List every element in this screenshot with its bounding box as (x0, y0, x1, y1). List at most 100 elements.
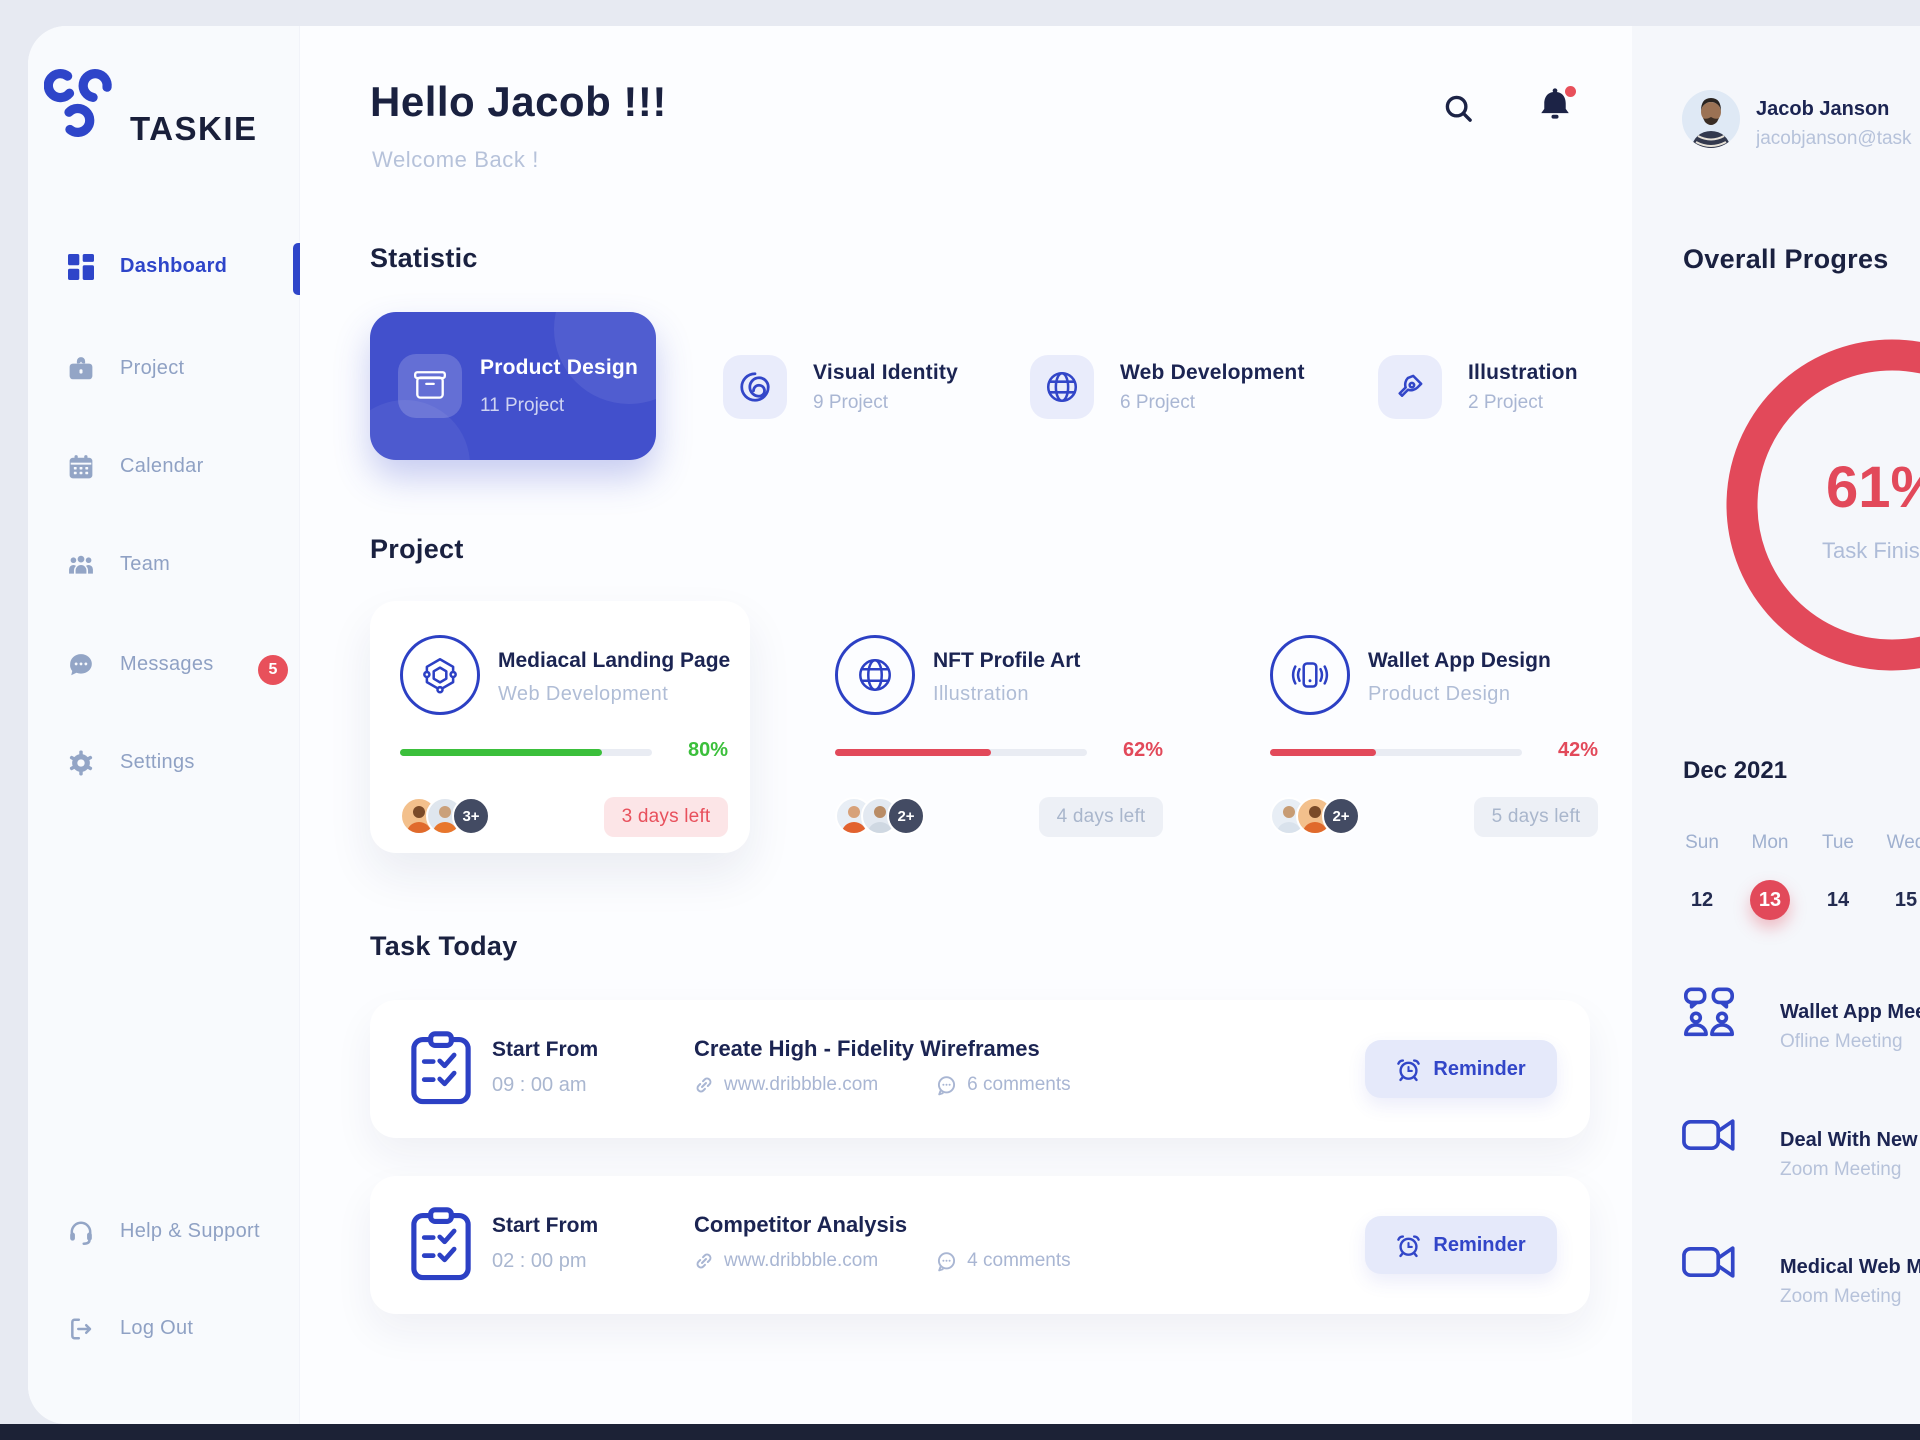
profile-name: Jacob Janson (1756, 98, 1890, 120)
calendar-date[interactable]: 12 (1690, 888, 1714, 911)
meeting-title: Deal With New (1780, 1129, 1918, 1151)
days-left-badge: 4 days left (1039, 797, 1163, 837)
member-avatars: 3+ (400, 797, 490, 835)
sidebar-item-label: Settings (120, 751, 195, 773)
progress-fill (1270, 749, 1376, 756)
right-panel (1632, 26, 1920, 1424)
calendar-date-selected[interactable]: 13 (1736, 878, 1804, 922)
avatar-extra-count: 2+ (1322, 797, 1360, 835)
stat-card-title: Web Development (1120, 360, 1305, 384)
project-category: Illustration (933, 683, 1029, 705)
meeting-subtitle: Zoom Meeting (1780, 1286, 1902, 1307)
progress-fill (835, 749, 992, 756)
task-comments[interactable]: 4 comments (967, 1250, 1071, 1271)
project-title: Mediacal Landing Page (498, 649, 731, 672)
package-icon (398, 354, 462, 418)
sidebar-item-team[interactable]: Team (28, 540, 300, 592)
task-link[interactable]: www.dribbble.com (724, 1250, 879, 1271)
sidebar-item-label: Dashboard (120, 255, 228, 277)
stat-card-count: 11 Project (480, 395, 565, 416)
meeting-title: Wallet App Mee (1780, 1001, 1920, 1023)
progress-track (835, 749, 1087, 756)
sidebar-item-messages[interactable]: Messages (28, 640, 300, 692)
calendar-date[interactable]: 15 (1894, 888, 1918, 911)
comment-icon (936, 1075, 957, 1096)
task-row[interactable]: Start From 02 : 00 pm Competitor Analysi… (370, 1176, 1590, 1314)
sidebar-item-help-support[interactable]: Help & Support (28, 1207, 300, 1259)
project-category: Product Design (1368, 683, 1511, 705)
project-card-nft-profile-art[interactable]: NFT Profile Art Illustration 62% 2+ 4 da… (805, 601, 1185, 853)
task-comments[interactable]: 6 comments (967, 1074, 1071, 1095)
progress-percent: 80% (687, 739, 728, 761)
stat-card-visual-identity[interactable]: Visual Identity 9 Project (723, 355, 958, 419)
sidebar-item-label: Help & Support (120, 1220, 260, 1242)
briefcase-icon (68, 356, 94, 382)
calendar-day-label: Tue (1821, 832, 1855, 853)
project-card-mediacal-landing-page[interactable]: Mediacal Landing Page Web Development 80… (370, 601, 750, 853)
video-camera-icon (1680, 1113, 1738, 1171)
meeting-item[interactable]: Deal With New Zoom Meeting (1680, 1107, 1920, 1180)
globe-icon (835, 635, 915, 715)
section-title-task-today: Task Today (370, 931, 518, 961)
alarm-icon (1396, 1233, 1421, 1258)
meeting-subtitle: Ofline Meeting (1780, 1031, 1903, 1052)
notification-dot (1565, 86, 1576, 97)
headset-icon (68, 1219, 94, 1245)
member-avatars: 2+ (1270, 797, 1360, 835)
meeting-item[interactable]: Medical Web M Zoom Meeting (1680, 1234, 1920, 1307)
window-bottom-edge (0, 1424, 1920, 1440)
task-row[interactable]: Start From 09 : 00 am Create High - Fide… (370, 1000, 1590, 1138)
stat-card-title: Visual Identity (813, 360, 958, 384)
video-camera-icon (1680, 1240, 1738, 1298)
stat-card-count: 6 Project (1120, 391, 1195, 413)
search-icon[interactable] (1442, 92, 1478, 128)
sidebar-item-settings[interactable]: Settings (28, 738, 300, 790)
messages-badge: 5 (258, 655, 288, 685)
stat-card-count: 9 Project (813, 391, 888, 413)
sidebar-item-dashboard[interactable]: Dashboard (28, 242, 300, 294)
overall-progress-percent: 61% (1826, 455, 1920, 520)
progress-track (400, 749, 652, 756)
calendar-month-label: Dec 2021 (1683, 757, 1788, 784)
sidebar-item-project[interactable]: Project (28, 344, 300, 396)
stat-card-web-development[interactable]: Web Development 6 Project (1030, 355, 1305, 419)
project-title: NFT Profile Art (933, 649, 1081, 672)
reminder-button[interactable]: Reminder (1365, 1040, 1557, 1098)
meeting-title: Medical Web M (1780, 1256, 1920, 1278)
reminder-label: Reminder (1433, 1057, 1526, 1080)
stat-card-product-design[interactable]: Product Design 11 Project (370, 312, 656, 460)
sidebar-item-logout[interactable]: Log Out (28, 1304, 300, 1356)
progress-track (1270, 749, 1522, 756)
task-time: 02 : 00 pm (492, 1250, 587, 1272)
clipboard-icon (410, 1204, 472, 1284)
sidebar-item-calendar[interactable]: Calendar (28, 442, 300, 494)
swirl-icon (723, 355, 787, 419)
calendar-date[interactable]: 14 (1826, 888, 1850, 911)
profile-email: jacobjanson@task (1756, 128, 1912, 149)
member-avatars: 2+ (835, 797, 925, 835)
reminder-button[interactable]: Reminder (1365, 1216, 1557, 1274)
reminder-label: Reminder (1433, 1233, 1526, 1256)
stat-card-illustration[interactable]: Illustration 2 Project (1378, 355, 1578, 419)
sidebar: TASKIE Dashboard Proje (28, 26, 300, 1424)
section-title-overall-progress: Overall Progres (1683, 244, 1889, 274)
stat-card-title: Product Design (480, 356, 638, 379)
app-card: TASKIE Dashboard Proje (28, 26, 1920, 1424)
chat-icon (68, 652, 94, 678)
project-card-wallet-app-design[interactable]: Wallet App Design Product Design 42% 2+ … (1240, 601, 1620, 853)
task-link[interactable]: www.dribbble.com (724, 1074, 879, 1095)
days-left-badge: 5 days left (1474, 797, 1598, 837)
sidebar-item-label: Messages (120, 653, 214, 675)
notification-bell-icon[interactable] (1534, 86, 1576, 128)
section-title-project: Project (370, 534, 464, 564)
people-chat-icon (1680, 985, 1738, 1043)
pen-icon (1378, 355, 1442, 419)
progress-percent: 42% (1557, 739, 1598, 761)
active-nav-indicator (293, 243, 300, 295)
meeting-item[interactable]: Wallet App Mee Ofline Meeting (1680, 979, 1920, 1052)
taskie-logo-icon (44, 68, 118, 138)
avatar[interactable] (1682, 90, 1740, 148)
task-title: Create High - Fidelity Wireframes (694, 1036, 1040, 1061)
section-title-statistic: Statistic (370, 243, 478, 273)
